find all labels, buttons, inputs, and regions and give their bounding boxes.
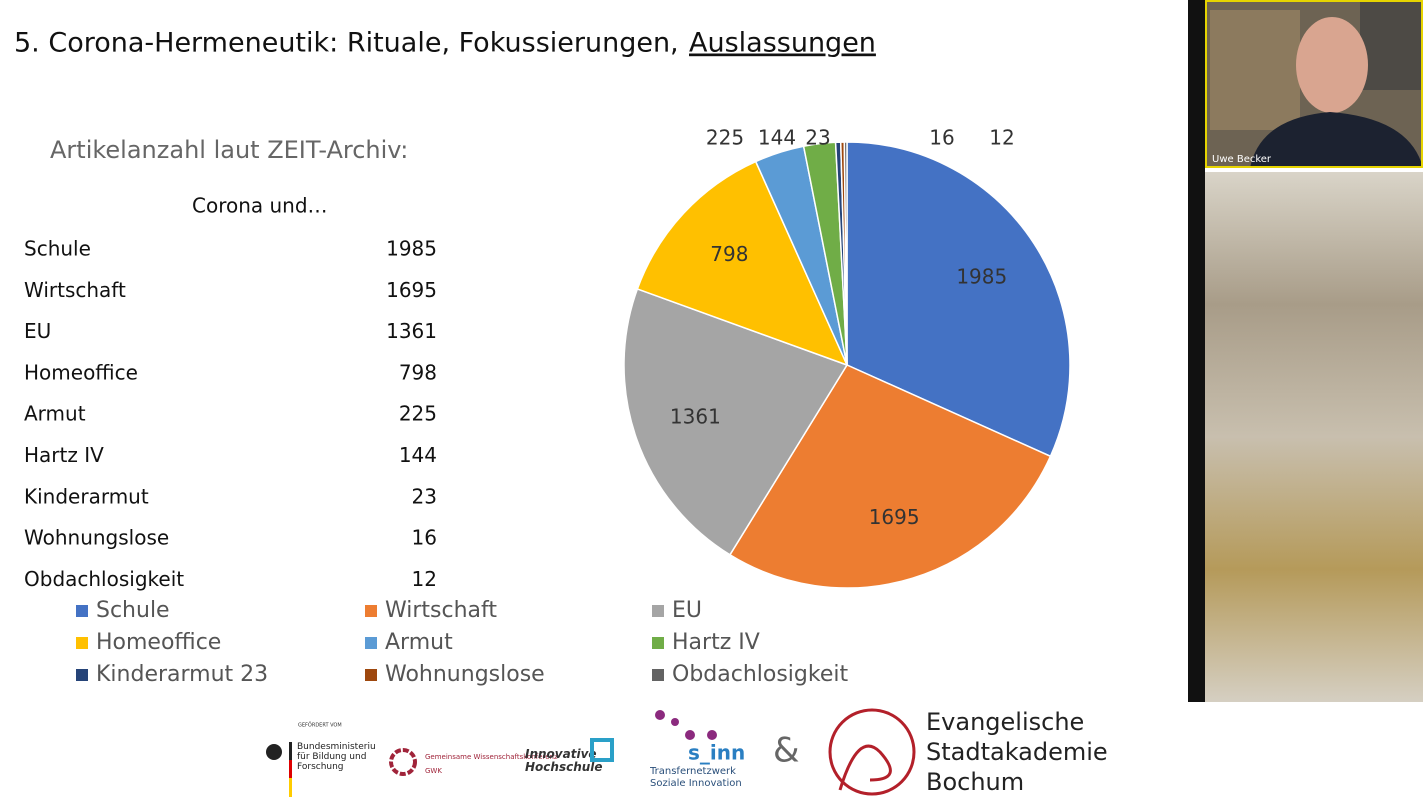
legend-label: Schule [96,598,170,623]
gwk-short: GWK [425,767,442,775]
data-label: 23 [805,126,830,150]
esb-line: Bochum [926,768,1024,796]
data-label: 1985 [956,264,1007,288]
legend-label: EU [672,598,702,623]
table-value: 16 [412,526,437,550]
ih: Innovative Hochschule [525,748,603,774]
legend-swatch [365,637,377,649]
sinn-dot [671,718,679,726]
legend-label: Homeoffice [96,630,221,655]
pie-slice [728,364,1052,589]
data-label: 16 [929,126,954,150]
gwk-icon [389,748,417,776]
legend-label: Wirtschaft [385,598,497,623]
pie-slice [636,160,849,367]
pie-slice [843,141,848,366]
legend-swatch [76,605,88,617]
ampersand: & [773,731,800,771]
bookshelf [1210,10,1300,130]
speaker-body [1250,112,1423,168]
table-value: 12 [412,567,437,591]
gwk: Gemeinsame Wissenschaftskonferenz [425,753,558,761]
table-value: 1695 [386,278,437,302]
legend-swatch [365,669,377,681]
data-label: 1361 [670,404,721,428]
data-label: 225 [706,126,744,150]
slide-title-emphasis: Auslassungen [689,28,876,59]
legend-swatch [652,669,664,681]
table-label: Wirtschaft [24,278,126,302]
table-label: Kinderarmut [24,484,149,508]
slide-title: 5. Corona-Hermeneutik: Rituale, Fokussie… [14,28,679,59]
table: Schule 1985 Wirtschaft 1695 EU 1361 Homeoffice… [24,237,437,591]
panel-strip [1188,0,1205,702]
data-label: 798 [710,242,748,266]
pie-slice [623,287,849,556]
table-value: 1985 [386,237,437,261]
funder-note: GEFÖRDERT VOM [298,722,342,729]
table-value: 1361 [386,319,437,343]
esb-line: Stadtakademie [926,738,1108,766]
table-value: 798 [399,360,437,384]
table-value: 225 [399,402,437,426]
table-label: Wohnungslose [24,526,169,550]
table-label: Armut [24,402,86,426]
ih-icon [590,738,614,762]
video-tile-blurred [1205,172,1423,702]
table-label: Homeoffice [24,360,138,384]
pie-chart: 1985 1695 1361 798 225 144 23 16 12 [623,126,1071,589]
legend-label: Kinderarmut 23 [96,662,268,687]
bmbf-text: Bundesministerium für Bildung und Forsch… [297,742,375,772]
flag-bar-red [289,760,292,778]
legend-swatch [652,637,664,649]
esb-line: Evangelische [926,708,1084,736]
legend-swatch [76,669,88,681]
esb-icon [828,708,916,796]
legend-label: Armut [385,630,453,655]
legend-swatch [365,605,377,617]
legend-swatch [76,637,88,649]
esb-icon-curve [838,744,892,791]
table-label: Schule [24,237,91,261]
data-label: 12 [989,126,1014,150]
sinn: s_inn [688,741,745,765]
flag-bar-gold [289,778,292,797]
sinn-dot [655,710,665,720]
legend-swatch [652,605,664,617]
legend-label: Obdachlosigkeit [672,662,848,687]
sinn-sub: Transfernetzwerk Soziale Innovation [650,766,742,789]
legend-label: Wohnungslose [385,662,545,687]
table-label: Hartz IV [24,443,104,467]
pie-slice [846,141,1071,458]
table-value: 144 [399,443,437,467]
data-label: 1695 [869,505,920,529]
sinn-dot [707,730,717,740]
legend-label: Hartz IV [672,630,760,655]
speaker-face [1296,17,1368,113]
eagle-icon [266,744,282,760]
bmbf: Bundesministerium für Bildung und Forsch… [297,742,375,772]
table-label: EU [24,319,51,343]
ih-text: Innovative Hochschule [525,748,603,774]
sinn-sub-text: Transfernetzwerk Soziale Innovation [650,766,742,789]
legend: Schule Wirtschaft EU Homeoffice Armut Hartz I… [76,598,848,687]
active-speaker-border [1205,0,1423,168]
table-label: Obdachlosigkeit [24,567,184,591]
participant-name: Uwe Becker [1212,154,1272,165]
data-label: 144 [758,126,796,150]
table-header: Corona und… [192,194,328,218]
sinn-dot [685,730,695,740]
video-panel: Uwe Becker [1188,0,1423,800]
table-value: 23 [412,484,437,508]
subtitle: Artikelanzahl laut ZEIT-Archiv: [50,136,408,164]
bookshelf [1360,0,1423,90]
footer-logos: GEFÖRDERT VOM Bundesministerium für Bild… [266,708,1108,797]
